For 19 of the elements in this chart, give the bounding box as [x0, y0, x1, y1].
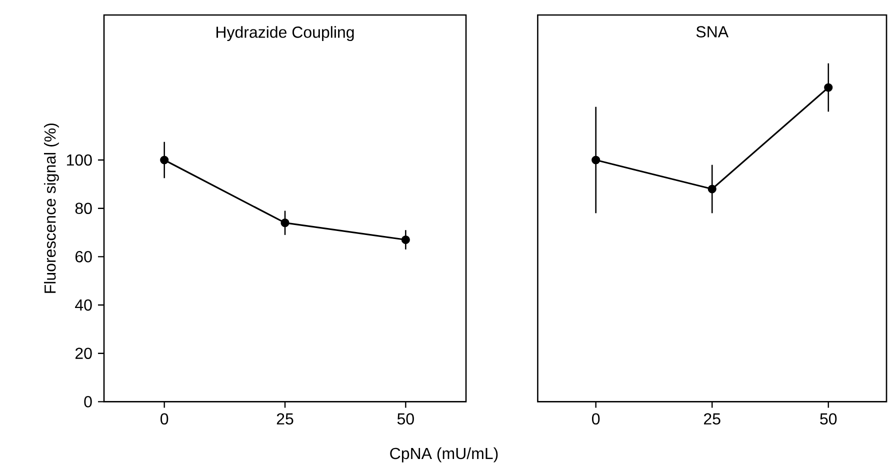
x-tick-label: 0 [592, 413, 600, 425]
point [401, 235, 410, 244]
y-tick-label: 60 [75, 251, 92, 262]
y-tick-label: 80 [75, 202, 92, 214]
y-tick-label: 40 [75, 299, 92, 311]
y-tick-label: 20 [75, 348, 92, 360]
x-tick-label: 25 [276, 413, 294, 425]
x-axis-title: CpNA (mU/mL) [390, 447, 498, 462]
x-tick-label: 50 [397, 413, 414, 425]
x-tick-label: 0 [160, 413, 168, 425]
point [160, 156, 169, 164]
y-tick-label: 100 [67, 154, 92, 166]
text: SNA [696, 26, 729, 38]
x-tick-label: 25 [704, 413, 720, 425]
y-tick-label: 0 [84, 396, 92, 408]
y-axis-title: Fluorescence signal (%) [44, 124, 59, 293]
text: Hydrazide Coupling [216, 26, 354, 42]
point [280, 218, 290, 228]
x-tick-label: 50 [820, 413, 837, 425]
